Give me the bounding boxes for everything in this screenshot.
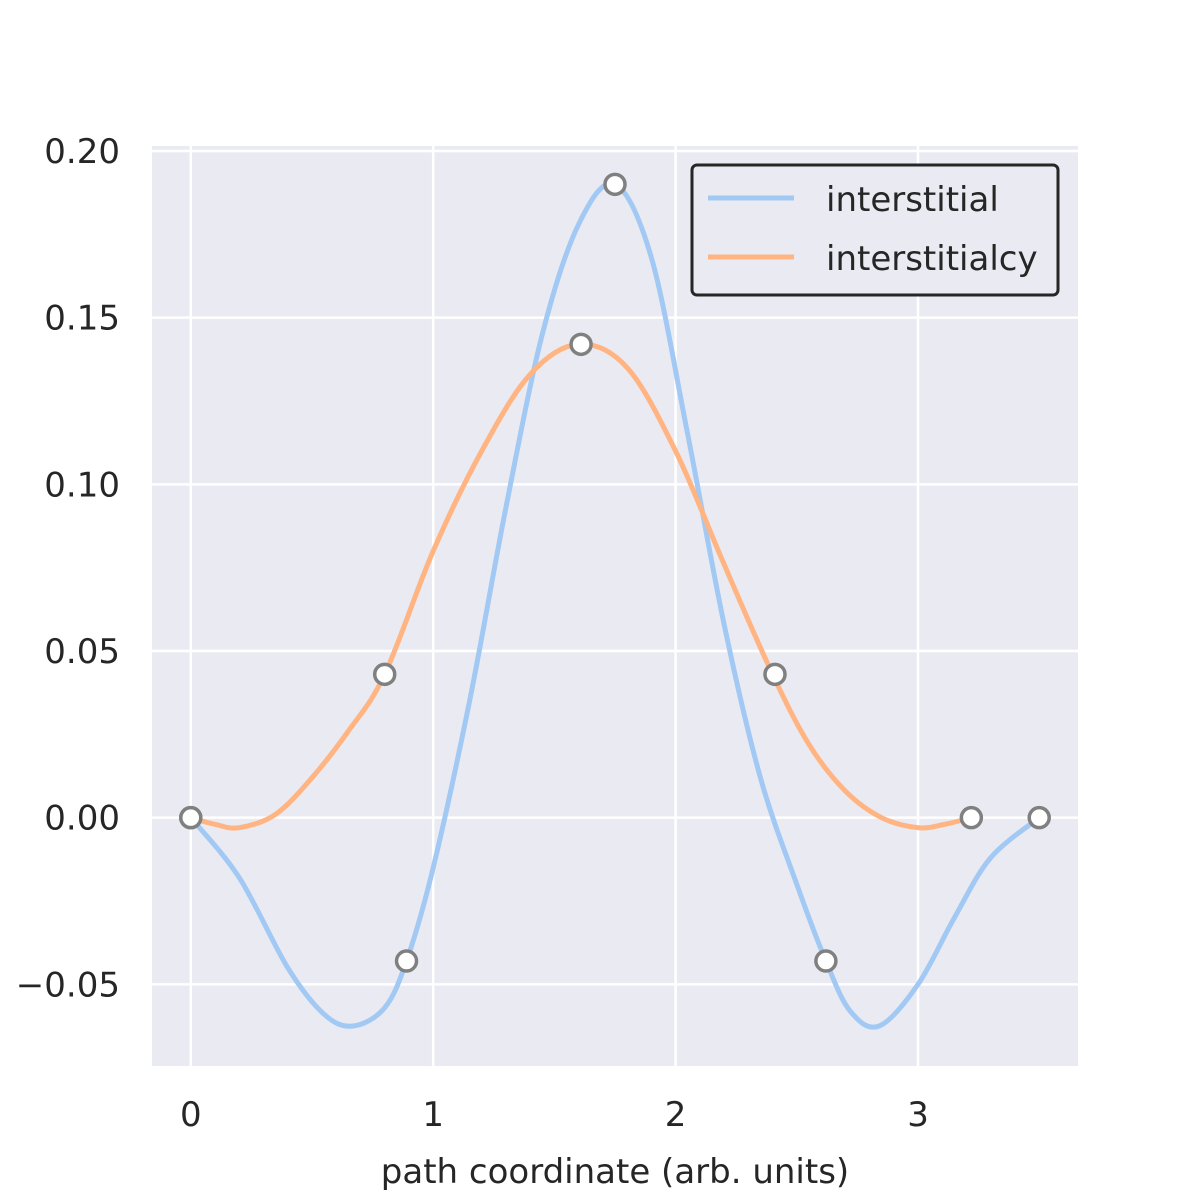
legend-label-interstitialcy: interstitialcy [826,239,1038,279]
y-tick-label: 0.15 [44,299,120,339]
grid-lines [152,146,1078,1066]
y-tick-label: 0.20 [44,132,120,172]
legend-label-interstitial: interstitial [826,180,999,220]
y-tick-label: −0.05 [16,965,120,1005]
y-tick-label: 0.05 [44,632,120,672]
tick-labels: 0 1 2 3 −0.05 0.00 0.05 0.10 0.15 0.20 [16,132,929,1135]
legend: interstitial interstitialcy [690,163,1060,297]
data-point-interstitialcy [763,662,787,687]
x-tick-label: 0 [180,1095,202,1135]
data-point-interstitial [603,172,627,197]
data-point-interstitialcy [179,805,203,830]
y-tick-label: 0.00 [44,799,120,839]
data-point-interstitial [394,949,419,973]
x-tick-label: 3 [907,1095,929,1135]
data-point-interstitial [814,949,838,973]
data-point-interstitialcy [569,332,593,357]
data-point-interstitialcy [959,805,984,830]
x-axis-label: path coordinate (arb. units) [381,1152,849,1192]
data-point-interstitialcy [372,662,397,687]
y-tick-label: 0.10 [44,465,120,505]
x-tick-label: 1 [422,1095,444,1135]
x-tick-label: 2 [665,1095,687,1135]
series-layer [179,172,1051,1030]
data-point-interstitial [1027,805,1051,830]
plot-background [152,146,1078,1066]
